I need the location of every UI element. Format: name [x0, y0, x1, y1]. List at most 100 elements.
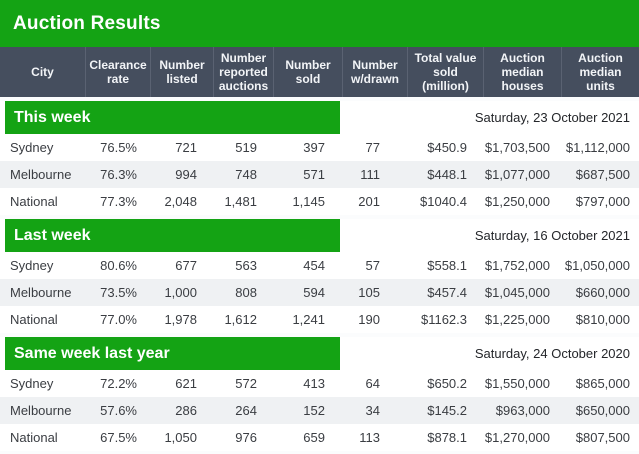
cell-number-w-drawn: 201	[358, 194, 380, 209]
cell-auction-median-units: $1,050,000	[564, 258, 630, 273]
section-date: Saturday, 16 October 2021	[474, 228, 630, 243]
cell-auction-median-houses: $1,550,000	[484, 376, 550, 391]
cell-number-sold: 397	[303, 140, 325, 155]
cell-number-reported-auctions: 748	[235, 167, 257, 182]
cell-number-sold: 594	[303, 285, 325, 300]
cell-number-sold: 413	[303, 376, 325, 391]
column-header-total-value-sold-million: Total value sold (million)	[407, 47, 483, 97]
cell-number-w-drawn: 111	[360, 167, 380, 182]
cell-clearance-rate: 76.5%	[100, 140, 137, 155]
column-header-city: City	[31, 64, 54, 79]
cell-number-reported-auctions: 976	[235, 430, 257, 445]
cell-total-value-sold-million: $457.4	[427, 285, 467, 300]
section-title: This week	[14, 108, 91, 126]
column-header-number-sold: Number sold	[273, 47, 342, 97]
table-row-national: National 77.3% 2,048 1,481 1,145 201 $1040.4 $1…	[0, 188, 639, 215]
section-last-week: Last week Saturday, 16 October 2021 Sydney…	[0, 219, 639, 333]
cell-total-value-sold-million: $450.9	[427, 140, 467, 155]
cell-total-value-sold-million: $145.2	[427, 403, 467, 418]
cell-auction-median-units: $797,000	[575, 194, 630, 209]
cell-auction-median-houses: $1,250,000	[484, 194, 550, 209]
column-header-auction-median-houses: Auction median houses	[483, 47, 561, 97]
cell-total-value-sold-million: $1162.3	[420, 312, 467, 327]
cell-clearance-rate: 80.6%	[100, 258, 137, 273]
cell-auction-median-units: $807,500	[575, 430, 630, 445]
cell-number-sold: 659	[303, 430, 325, 445]
column-header-clearance-rate: Clearance rate	[85, 47, 150, 97]
city-cell: Melbourne	[10, 403, 72, 418]
city-cell: Sydney	[10, 376, 54, 391]
cell-clearance-rate: 73.5%	[100, 285, 137, 300]
section-header-row: Last week Saturday, 16 October 2021	[0, 219, 639, 252]
cell-number-reported-auctions: 572	[235, 376, 257, 391]
section-title-bar: Last week	[5, 219, 340, 252]
cell-clearance-rate: 77.0%	[100, 312, 137, 327]
section-title-bar: Same week last year	[5, 337, 340, 370]
table-row-sydney: Sydney 80.6% 677 563 454 57 $558.1 $1,752,000 $1…	[0, 252, 639, 279]
cell-clearance-rate: 77.3%	[100, 194, 137, 209]
cell-number-reported-auctions: 264	[235, 403, 257, 418]
cell-auction-median-units: $687,500	[575, 167, 630, 182]
table-row-national: National 77.0% 1,978 1,612 1,241 190 $1162.3 $1…	[0, 306, 639, 333]
city-cell: National	[10, 312, 58, 327]
title-bar: Auction Results	[0, 0, 639, 47]
cell-number-listed: 1,050	[164, 430, 197, 445]
section-date: Saturday, 23 October 2021	[474, 110, 630, 125]
cell-auction-median-units: $660,000	[575, 285, 630, 300]
cell-number-listed: 721	[175, 140, 197, 155]
cell-clearance-rate: 76.3%	[100, 167, 137, 182]
cell-clearance-rate: 72.2%	[100, 376, 137, 391]
cell-auction-median-units: $810,000	[575, 312, 630, 327]
section-title-bar: This week	[5, 101, 340, 134]
cell-number-reported-auctions: 519	[235, 140, 257, 155]
section-header-row: Same week last year Saturday, 24 October …	[0, 337, 639, 370]
cell-auction-median-units: $650,000	[575, 403, 630, 418]
cell-number-listed: 994	[175, 167, 197, 182]
cell-total-value-sold-million: $558.1	[427, 258, 467, 273]
cell-number-w-drawn: 77	[365, 140, 380, 155]
cell-total-value-sold-million: $448.1	[427, 167, 467, 182]
cell-auction-median-units: $1,112,000	[565, 140, 630, 155]
table-row-melbourne: Melbourne 76.3% 994 748 571 111 $448.1 $1,077,0…	[0, 161, 639, 188]
table-row-melbourne: Melbourne 57.6% 286 264 152 34 $145.2 $963,000 $…	[0, 397, 639, 424]
cell-clearance-rate: 67.5%	[100, 430, 137, 445]
cell-number-w-drawn: 113	[359, 430, 380, 445]
table-row-sydney: Sydney 76.5% 721 519 397 77 $450.9 $1,703,500 $1…	[0, 134, 639, 161]
city-cell: Melbourne	[10, 285, 72, 300]
city-cell: Sydney	[10, 258, 54, 273]
cell-auction-median-houses: $1,270,000	[484, 430, 550, 445]
cell-number-sold: 1,241	[292, 312, 325, 327]
cell-auction-median-houses: $1,225,000	[484, 312, 550, 327]
table-header-row: City Clearance rate Number listed Number re…	[0, 47, 639, 97]
city-cell: Sydney	[10, 140, 54, 155]
city-cell: Melbourne	[10, 167, 72, 182]
table-row-sydney: Sydney 72.2% 621 572 413 64 $650.2 $1,550,000 $8…	[0, 370, 639, 397]
column-header-number-reported-auctions: Number reported auctions	[213, 47, 273, 97]
cell-total-value-sold-million: $1040.4	[420, 194, 467, 209]
cell-auction-median-houses: $1,077,000	[484, 167, 550, 182]
cell-auction-median-units: $865,000	[575, 376, 630, 391]
cell-number-listed: 286	[175, 403, 197, 418]
cell-total-value-sold-million: $878.1	[427, 430, 467, 445]
cell-auction-median-houses: $1,752,000	[484, 258, 550, 273]
cell-number-reported-auctions: 1,612	[224, 312, 257, 327]
cell-number-reported-auctions: 808	[235, 285, 257, 300]
cell-number-w-drawn: 105	[358, 285, 380, 300]
cell-number-w-drawn: 190	[358, 312, 380, 327]
cell-total-value-sold-million: $650.2	[427, 376, 467, 391]
section-title: Last week	[14, 226, 91, 244]
cell-number-reported-auctions: 1,481	[224, 194, 257, 209]
table-row-melbourne: Melbourne 73.5% 1,000 808 594 105 $457.4 $1,045…	[0, 279, 639, 306]
section-title: Same week last year	[14, 344, 170, 362]
cell-number-sold: 571	[303, 167, 325, 182]
city-cell: National	[10, 430, 58, 445]
section-header-row: This week Saturday, 23 October 2021	[0, 101, 639, 134]
cell-number-reported-auctions: 563	[235, 258, 257, 273]
section-this-week: This week Saturday, 23 October 2021 Sydney…	[0, 101, 639, 215]
table-row-national: National 67.5% 1,050 976 659 113 $878.1 $1,270,…	[0, 424, 639, 451]
cell-number-listed: 677	[175, 258, 197, 273]
column-header-number-listed: Number listed	[150, 47, 213, 97]
section-date: Saturday, 24 October 2020	[474, 346, 630, 361]
cell-number-sold: 1,145	[292, 194, 325, 209]
